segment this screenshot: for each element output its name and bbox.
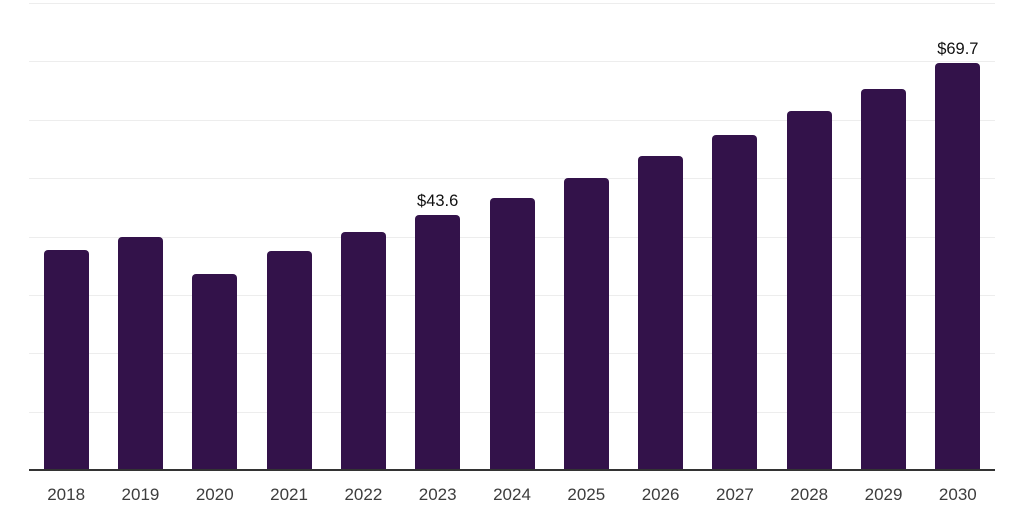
bar-2019 (117, 237, 163, 470)
gridline-50 (29, 178, 995, 180)
bar-2026 (638, 155, 684, 470)
value-label-2023: $43.6 (417, 192, 459, 211)
x-tick-label-2028: 2028 (790, 485, 829, 504)
x-tick-label-2018: 2018 (47, 485, 86, 504)
bar-2024 (489, 197, 535, 470)
x-tick-label-2022: 2022 (344, 485, 383, 504)
bar-2018 (43, 249, 89, 470)
x-tick-label-2021: 2021 (270, 485, 308, 504)
gridline-80 (29, 3, 995, 4)
bar-2020 (192, 274, 238, 470)
value-label-2030: $69.7 (937, 40, 979, 59)
x-tick-label-2024: 2024 (493, 485, 531, 504)
bar-2021 (266, 251, 312, 470)
x-tick-label-2030: 2030 (938, 485, 977, 504)
x-tick-label-2029: 2029 (864, 485, 903, 504)
x-tick-label-2020: 2020 (195, 485, 234, 504)
x-tick-label-2027: 2027 (716, 485, 754, 504)
bar-2025 (563, 178, 609, 470)
x-tick-label-2019: 2019 (121, 485, 160, 504)
x-tick-label-2023: 2023 (418, 485, 457, 504)
x-tick-label-2025: 2025 (567, 485, 606, 504)
bar-2022 (340, 231, 386, 470)
x-tick-label-2026: 2026 (641, 485, 680, 504)
gridline-60 (29, 119, 995, 121)
bar-2023 (415, 215, 461, 470)
bar-2027 (712, 134, 758, 470)
bar-2029 (861, 89, 907, 470)
gridline-70 (29, 61, 995, 63)
x-axis-line (29, 469, 995, 471)
bar-2030 (935, 63, 981, 470)
bar-2028 (786, 110, 832, 470)
